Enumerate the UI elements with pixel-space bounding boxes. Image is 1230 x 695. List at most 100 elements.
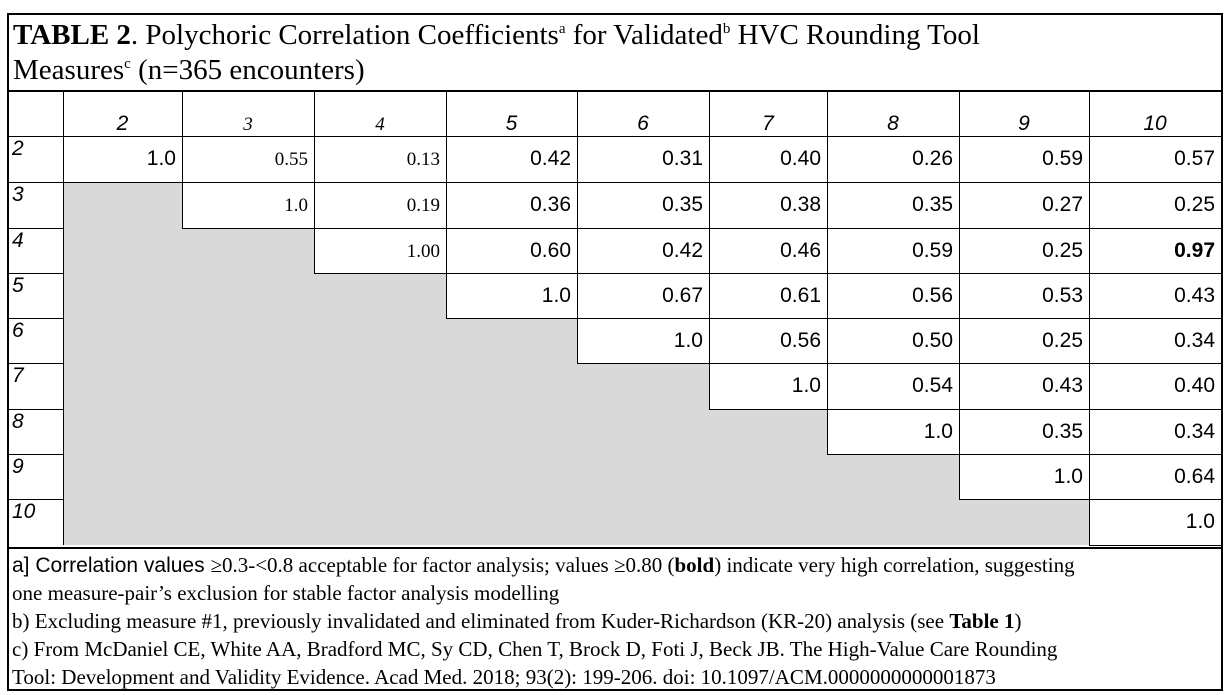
- column-header-8: 8: [887, 112, 899, 135]
- footnote-c: c) From McDaniel CE, White AA, Bradford …: [12, 637, 1058, 661]
- table-label: TABLE 2: [13, 19, 131, 51]
- correlation-cell: 1.0: [673, 329, 703, 352]
- grid-line: [827, 363, 828, 409]
- column-header-4: 4: [375, 114, 385, 135]
- grid-line: [577, 182, 578, 228]
- grid-line: [446, 273, 447, 318]
- grid-line: [1089, 136, 1090, 182]
- correlation-cell: 0.59: [1042, 147, 1083, 170]
- grid-line: [63, 182, 1221, 183]
- grid-line: [446, 136, 447, 182]
- footnote-b: b) Excluding measure #1, previously inva…: [12, 609, 1022, 633]
- correlation-cell: 0.67: [662, 284, 703, 307]
- grid-line: [577, 273, 578, 318]
- grid-line: [1089, 92, 1090, 136]
- correlation-cell: 0.60: [530, 239, 571, 262]
- correlation-cell: 0.64: [1174, 465, 1215, 488]
- grid-line: [959, 92, 960, 136]
- grid-line: [1089, 409, 1090, 454]
- correlation-cell: 0.40: [780, 147, 821, 170]
- row-header-6: 6: [12, 319, 24, 342]
- column-header-2: 2: [116, 112, 129, 135]
- correlation-matrix: 2 3 4 5 6 7 8 9 10 2 1.0 0.55 0.13 0.42 0.31 0.40 0.26 0.…: [9, 92, 1221, 560]
- grid-line: [577, 136, 578, 182]
- correlation-cell: 0.19: [406, 195, 440, 216]
- correlation-cell: 0.46: [780, 239, 821, 262]
- correlation-cell: 0.42: [662, 239, 703, 262]
- grid-line: [1089, 318, 1090, 363]
- empty-lower-triangle: [63, 182, 182, 228]
- grid-line: [959, 228, 960, 273]
- grid-line: [827, 273, 828, 318]
- table-frame: TABLE 2. Polychoric Correlation Coeffici…: [7, 13, 1223, 691]
- correlation-cell: 0.35: [912, 193, 953, 216]
- grid-line: [446, 228, 447, 273]
- correlation-cell: 1.0: [1185, 510, 1215, 533]
- grid-line: [827, 136, 828, 182]
- footnote-a-continued: one measure-pair’s exclusion for stable …: [12, 581, 560, 605]
- column-header-3: 3: [243, 114, 253, 135]
- grid-line: [709, 273, 710, 318]
- grid-line: [827, 409, 828, 454]
- grid-line: [9, 409, 63, 410]
- correlation-cell: 1.00: [406, 241, 440, 262]
- grid-line: [959, 363, 960, 409]
- grid-line: [959, 273, 960, 318]
- column-header-7: 7: [762, 112, 774, 135]
- correlation-cell: 0.54: [912, 374, 953, 397]
- correlation-cell: 0.55: [274, 149, 308, 170]
- correlation-cell: 1.0: [146, 147, 176, 170]
- grid-line: [446, 92, 447, 136]
- correlation-cell: 0.56: [912, 284, 953, 307]
- grid-line: [9, 363, 63, 364]
- grid-line: [182, 228, 1221, 229]
- grid-line: [959, 454, 960, 499]
- grid-line: [1089, 273, 1090, 318]
- grid-line: [9, 182, 63, 183]
- grid-line: [446, 182, 447, 228]
- correlation-cell: 1.0: [284, 195, 308, 216]
- correlation-cell: 0.57: [1174, 147, 1215, 170]
- grid-line: [9, 499, 63, 500]
- grid-line: [709, 182, 710, 228]
- correlation-cell: 0.53: [1042, 284, 1083, 307]
- empty-lower-triangle: [63, 454, 959, 499]
- correlation-cell: 0.56: [780, 329, 821, 352]
- correlation-cell: 0.25: [1042, 239, 1083, 262]
- correlation-cell: 0.97: [1174, 239, 1215, 262]
- column-header-6: 6: [637, 112, 649, 135]
- grid-line: [709, 136, 710, 182]
- correlation-cell: 0.36: [530, 193, 571, 216]
- correlation-cell: 1.0: [923, 420, 953, 443]
- correlation-cell: 0.35: [662, 193, 703, 216]
- grid-line: [446, 318, 1221, 319]
- column-header-10: 10: [1143, 112, 1167, 135]
- grid-line: [9, 136, 1221, 137]
- correlation-cell: 0.26: [912, 147, 953, 170]
- correlation-cell: 0.42: [530, 147, 571, 170]
- empty-lower-triangle: [63, 363, 709, 409]
- row-header-2: 2: [12, 137, 24, 160]
- correlation-cell: 0.35: [1042, 420, 1083, 443]
- grid-line: [709, 409, 1221, 410]
- grid-line: [1089, 228, 1090, 273]
- grid-line: [9, 273, 63, 274]
- grid-line: [709, 318, 710, 363]
- correlation-cell: 0.43: [1174, 284, 1215, 307]
- grid-line: [827, 228, 828, 273]
- grid-line: [959, 318, 960, 363]
- empty-lower-triangle: [63, 273, 446, 318]
- empty-lower-triangle: [63, 318, 577, 363]
- row-header-8: 8: [12, 410, 24, 433]
- correlation-cell: 1.0: [541, 284, 571, 307]
- correlation-cell: 0.43: [1042, 374, 1083, 397]
- empty-lower-triangle: [63, 228, 314, 273]
- correlation-cell: 0.31: [662, 147, 703, 170]
- column-header-9: 9: [1018, 112, 1030, 135]
- grid-line: [709, 228, 710, 273]
- grid-line: [314, 136, 315, 182]
- footnote-c-continued: Tool: Development and Validity Evidence.…: [12, 665, 996, 689]
- row-header-10: 10: [12, 500, 36, 523]
- title-line-1: TABLE 2. Polychoric Correlation Coeffici…: [13, 19, 980, 51]
- grid-line: [709, 363, 710, 409]
